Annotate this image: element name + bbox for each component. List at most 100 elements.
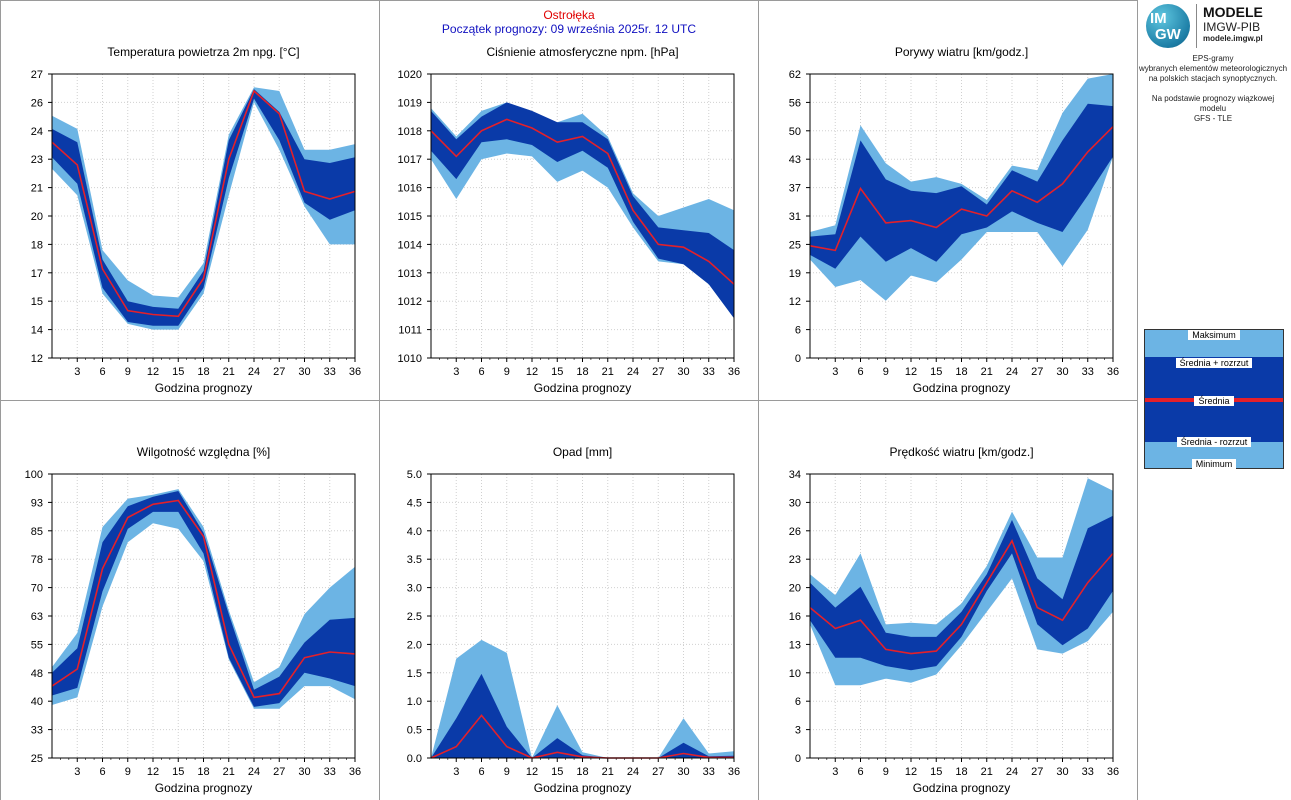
band-spread [810,103,1113,269]
x-tick-label: 9 [883,766,889,778]
plot-frame [430,73,735,359]
x-tick-label: 15 [551,766,563,778]
x-tick-label: 12 [147,366,159,378]
y-tick-label: 48 [31,668,43,680]
y-tick-label: 20 [789,583,801,595]
y-tick-label: 13 [789,639,801,651]
y-tick-label: 27 [31,69,43,81]
x-tick-label: 30 [677,766,689,778]
chart-5: Prędkość wiatru [km/godz.] Godzina progno… [789,445,1119,795]
legend-mean-plus-label: Średnia + rozrzut [1175,358,1253,368]
x-tick-label: 36 [349,366,361,378]
y-tick-label: 5.0 [407,469,422,481]
chart-header: Ostrołęka Początek prognozy: 09 września… [380,8,758,36]
x-tick-label: 9 [125,366,131,378]
chart-3: Wilgotność względna [%] Godzina prognozy 2… [25,445,361,795]
y-tick-label: 2.0 [407,639,422,651]
y-tick-label: 14 [31,325,43,337]
desc-line: na polskich stacjach synoptycznych. [1148,74,1278,83]
x-tick-label: 15 [172,366,184,378]
x-tick-label: 12 [526,366,538,378]
x-tick-label: 30 [1056,766,1068,778]
x-tick-label: 12 [526,766,538,778]
x-tick-label: 6 [478,366,484,378]
description: EPS-gramy wybranych elementów meteorolog… [1138,54,1288,124]
x-tick-label: 27 [273,366,285,378]
logo-mark-top: IM [1150,10,1167,27]
y-tick-label: 1020 [398,69,422,81]
plot-frame [430,473,735,759]
x-tick-label: 9 [883,366,889,378]
y-tick-label: 23 [789,554,801,566]
y-tick-label: 1014 [398,239,422,251]
mean-line [51,499,356,699]
x-tick-label: 27 [652,366,664,378]
mean-line [809,538,1114,655]
y-tick-label: 1017 [398,154,422,166]
y-tick-label: 100 [25,469,43,481]
y-tick-label: 31 [789,211,801,223]
x-tick-label: 27 [652,766,664,778]
x-tick-label: 30 [298,766,310,778]
x-tick-label: 9 [125,766,131,778]
band-spread [431,102,734,319]
chart-title: Wilgotność względna [%] [137,445,270,459]
y-tick-label: 20 [31,211,43,223]
x-tick-label: 3 [832,366,838,378]
y-tick-label: 0 [795,353,801,365]
x-tick-label: 18 [576,366,588,378]
x-tick-label: 12 [905,366,917,378]
x-tick-label: 6 [478,766,484,778]
y-tick-label: 23 [31,154,43,166]
y-tick-label: 37 [789,183,801,195]
logo-org: IMGW-PIB [1203,20,1261,34]
y-tick-label: 6 [795,325,801,337]
x-tick-label: 6 [857,366,863,378]
x-tick-label: 3 [453,766,459,778]
x-tick-label: 30 [1056,366,1068,378]
y-tick-label: 1016 [398,183,422,195]
y-tick-label: 4.0 [407,526,422,538]
y-tick-label: 1010 [398,353,422,365]
station-name: Ostrołęka [543,8,595,22]
logo-text: MODELE IMGW-PIB modele.imgw.pl [1196,4,1291,48]
x-axis-label: Godzina prognozy [534,381,631,395]
mean-line [51,89,356,318]
x-tick-label: 18 [955,766,967,778]
chart-1: Ciśnienie atmosferyczne npm. [hPa] Godzin… [398,45,741,395]
x-tick-label: 36 [728,366,740,378]
y-tick-label: 85 [31,526,43,538]
x-axis-label: Godzina prognozy [155,781,252,795]
panel-frame [379,0,759,401]
x-tick-label: 33 [703,366,715,378]
y-tick-label: 18 [31,239,43,251]
y-tick-label: 17 [31,268,43,280]
x-tick-label: 6 [99,366,105,378]
x-tick-label: 21 [223,766,235,778]
x-tick-label: 36 [728,766,740,778]
y-tick-label: 34 [789,469,801,481]
chart-title: Ciśnienie atmosferyczne npm. [hPa] [486,45,678,59]
x-tick-label: 9 [504,366,510,378]
y-tick-label: 1.0 [407,696,422,708]
x-tick-label: 36 [1107,766,1119,778]
legend-max-label: Maksimum [1188,330,1240,340]
y-tick-label: 56 [789,97,801,109]
logo-url[interactable]: modele.imgw.pl [1203,34,1263,43]
y-tick-label: 26 [31,97,43,109]
x-axis-label: Godzina prognozy [913,781,1010,795]
y-tick-label: 0.0 [407,753,422,765]
x-tick-label: 18 [576,766,588,778]
chart-title: Porywy wiatru [km/godz.] [895,45,1028,59]
y-tick-label: 25 [31,753,43,765]
imgw-logo[interactable]: IM GW MODELE IMGW-PIB modele.imgw.pl [1146,4,1286,48]
x-tick-label: 18 [197,766,209,778]
x-tick-label: 24 [627,366,639,378]
y-tick-label: 1.5 [407,668,422,680]
y-tick-label: 1018 [398,126,422,138]
x-tick-label: 33 [1082,366,1094,378]
y-tick-label: 50 [789,126,801,138]
x-tick-label: 3 [832,766,838,778]
y-tick-label: 3.5 [407,554,422,566]
x-tick-label: 24 [1006,366,1018,378]
